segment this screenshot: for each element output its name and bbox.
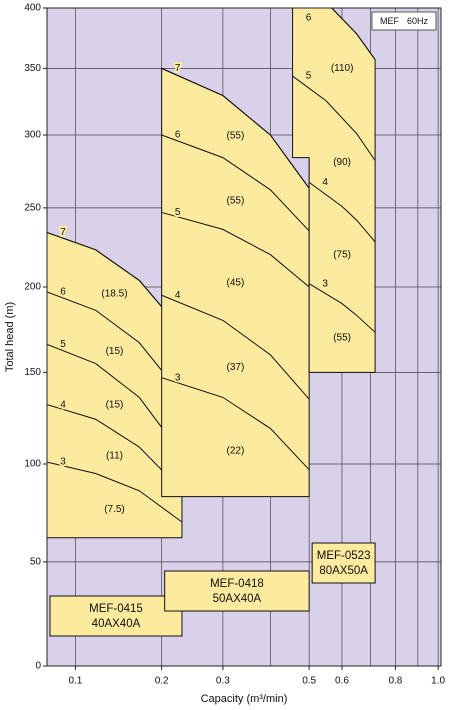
model-name: MEF-0418 <box>210 578 264 590</box>
model-box <box>49 595 183 637</box>
curve-label: 4 <box>60 399 66 410</box>
power-label: (7.5) <box>104 504 125 515</box>
power-label: (18.5) <box>101 288 127 299</box>
axes: 0 50 100 150 200 250 300 350 400 0.1 0.2 0.3 0.5 0.6 0… <box>24 3 445 687</box>
curve-label: 6 <box>60 287 66 298</box>
curve-label: 4 <box>322 177 328 188</box>
y-tick-label: 50 <box>30 557 42 568</box>
curve-label: 7 <box>60 227 66 238</box>
power-label: (90) <box>333 157 351 168</box>
pump-curve <box>308 283 376 333</box>
power-label: (15) <box>106 346 124 357</box>
pump-curve <box>292 75 376 161</box>
x-tick-label: 1.0 <box>431 676 445 687</box>
plot-frame <box>46 7 442 667</box>
curve-label: 5 <box>175 207 181 218</box>
model-box <box>164 570 310 612</box>
pump-curve <box>161 294 310 400</box>
power-label: (110) <box>331 63 354 74</box>
power-label: (55) <box>227 131 245 142</box>
pump-curve <box>161 377 310 471</box>
x-tick-label: 0.8 <box>388 676 402 687</box>
y-tick-label: 0 <box>35 661 41 672</box>
y-tick-label: 350 <box>24 63 41 74</box>
pump-curve <box>161 134 310 232</box>
y-axis-title: Total head (m) <box>4 302 16 372</box>
x-tick-label: 0.3 <box>216 676 230 687</box>
model-box <box>311 542 376 584</box>
pump-curve <box>330 8 376 60</box>
x-axis-title: Capacity (m³/min) <box>201 693 288 705</box>
model-name: MEF-0415 <box>89 603 143 615</box>
pump-curve <box>47 343 183 455</box>
x-tick-label: 0.2 <box>155 676 169 687</box>
power-label: (15) <box>106 399 124 410</box>
curve-label: 6 <box>175 130 181 141</box>
curve-label: 6 <box>306 13 312 24</box>
y-tick-label: 400 <box>24 3 41 14</box>
power-label: (11) <box>106 451 123 462</box>
power-label: (37) <box>227 362 245 373</box>
pump-curve <box>47 404 183 492</box>
power-label: (55) <box>227 196 245 207</box>
x-tick-label: 0.6 <box>335 676 349 687</box>
y-tick-label: 100 <box>24 459 41 470</box>
curve-label: 3 <box>60 457 66 468</box>
power-label: (45) <box>227 277 245 288</box>
legend-box <box>371 11 437 31</box>
model-size: 80AX50A <box>319 565 368 577</box>
curve-label: 4 <box>175 290 181 301</box>
x-tick-label: 0.1 <box>68 676 82 687</box>
curve-label: 5 <box>306 71 312 82</box>
pump-curve <box>161 67 310 189</box>
power-label: (55) <box>333 333 351 344</box>
legend-model: MEF <box>380 16 400 26</box>
pump-curve <box>47 291 183 396</box>
model-size: 40AX40A <box>92 618 141 630</box>
y-tick-label: 200 <box>24 282 41 293</box>
power-label: (22) <box>227 446 245 457</box>
model-name: MEF-0523 <box>317 550 371 562</box>
pump-curve <box>47 232 183 331</box>
power-label: (75) <box>333 250 351 261</box>
legend-frequency: 60Hz <box>407 16 429 26</box>
regions: 7 6 5 4 3 (18.5) (15) (15) (11) (7.5) 7 6 5 4 3 (55) (55… <box>47 8 376 539</box>
model-size: 50AX40A <box>213 593 262 605</box>
pump-curve <box>308 181 376 243</box>
y-tick-label: 150 <box>24 367 41 378</box>
pump-curve <box>161 211 310 288</box>
y-tick-label: 300 <box>24 130 41 141</box>
y-tick-label: 250 <box>24 203 41 214</box>
x-tick-label: 0.5 <box>302 676 316 687</box>
curve-label: 3 <box>322 278 328 289</box>
pump-curve <box>47 461 183 523</box>
curve-label: 5 <box>60 339 66 350</box>
curve-label: 7 <box>175 63 181 74</box>
curve-label: 3 <box>175 372 181 383</box>
